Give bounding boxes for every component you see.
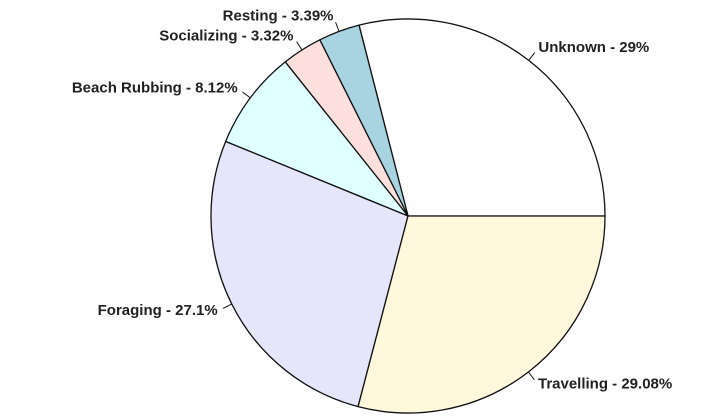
slice-label: Resting - 3.39%: [223, 8, 334, 25]
slice-label: Unknown - 29%: [538, 39, 649, 56]
slice-label: Beach Rubbing - 8.12%: [72, 79, 238, 96]
label-tick: [296, 41, 303, 51]
label-tick: [335, 22, 340, 32]
slice-label: Travelling - 29.08%: [538, 375, 672, 392]
label-tick: [222, 303, 232, 309]
label-tick: [528, 52, 536, 61]
label-tick: [527, 371, 535, 381]
slice-label: Socializing - 3.32%: [159, 28, 293, 45]
slice-label: Foraging - 27.1%: [98, 302, 218, 319]
pie-slice: [358, 18, 606, 217]
pie-slice: [357, 215, 606, 414]
pie-slice: [224, 61, 411, 218]
pie-slice: [210, 140, 409, 408]
label-tick: [242, 91, 251, 99]
